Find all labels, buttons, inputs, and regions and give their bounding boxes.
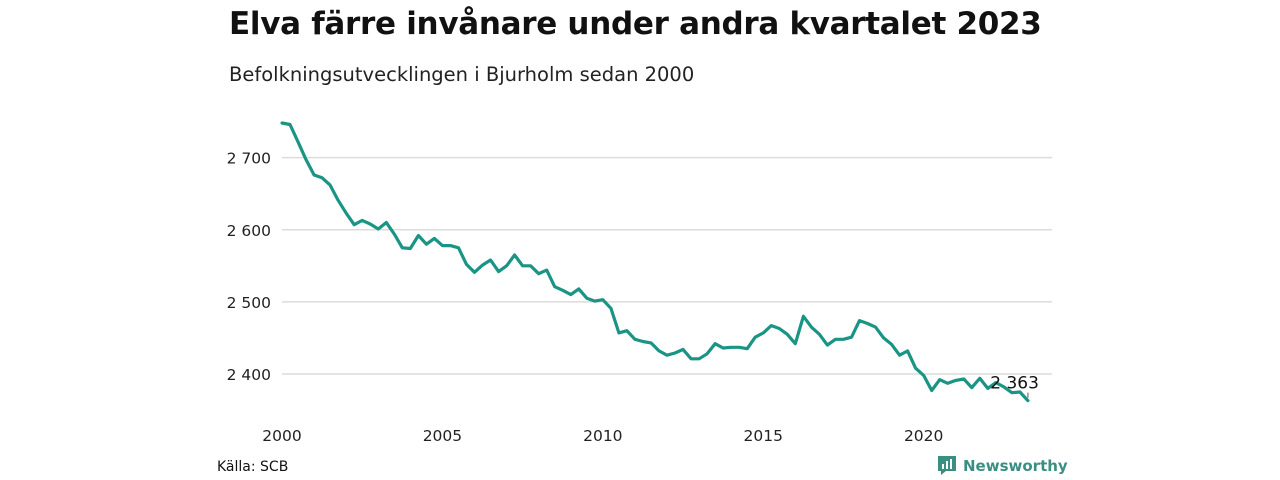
brand-logo[interactable]: Newsworthy [937,455,1068,476]
y-tick-label: 2 700 [227,150,271,168]
x-axis-labels: 2000 2005 2010 2015 2020 [262,427,943,445]
line-chart: 2 400 2 500 2 600 2 700 2000 2005 2010 2015 202… [227,121,1052,445]
chart-title: Elva färre invånare under andra kvartale… [229,6,1042,42]
y-tick-label: 2 500 [227,294,271,312]
gridlines [282,156,1052,375]
newsworthy-logo-icon [938,456,956,475]
chart-subtitle: Befolkningsutvecklingen i Bjurholm sedan… [229,63,695,86]
x-tick-label: 2020 [904,427,943,445]
y-axis-labels: 2 400 2 500 2 600 2 700 [227,150,271,384]
y-tick-label: 2 600 [227,222,271,240]
x-tick-label: 2010 [583,427,622,445]
last-value-label: 2 363 [990,374,1039,394]
x-tick-label: 2015 [744,427,783,445]
annotations: 2 363 [990,374,1039,398]
series-line [280,121,1030,403]
x-tick-label: 2000 [262,427,301,445]
y-tick-label: 2 400 [227,366,271,384]
x-tick-label: 2005 [423,427,462,445]
series-group [280,121,1030,403]
brand-name: Newsworthy [963,456,1068,475]
source-note: Källa: SCB [217,459,289,475]
